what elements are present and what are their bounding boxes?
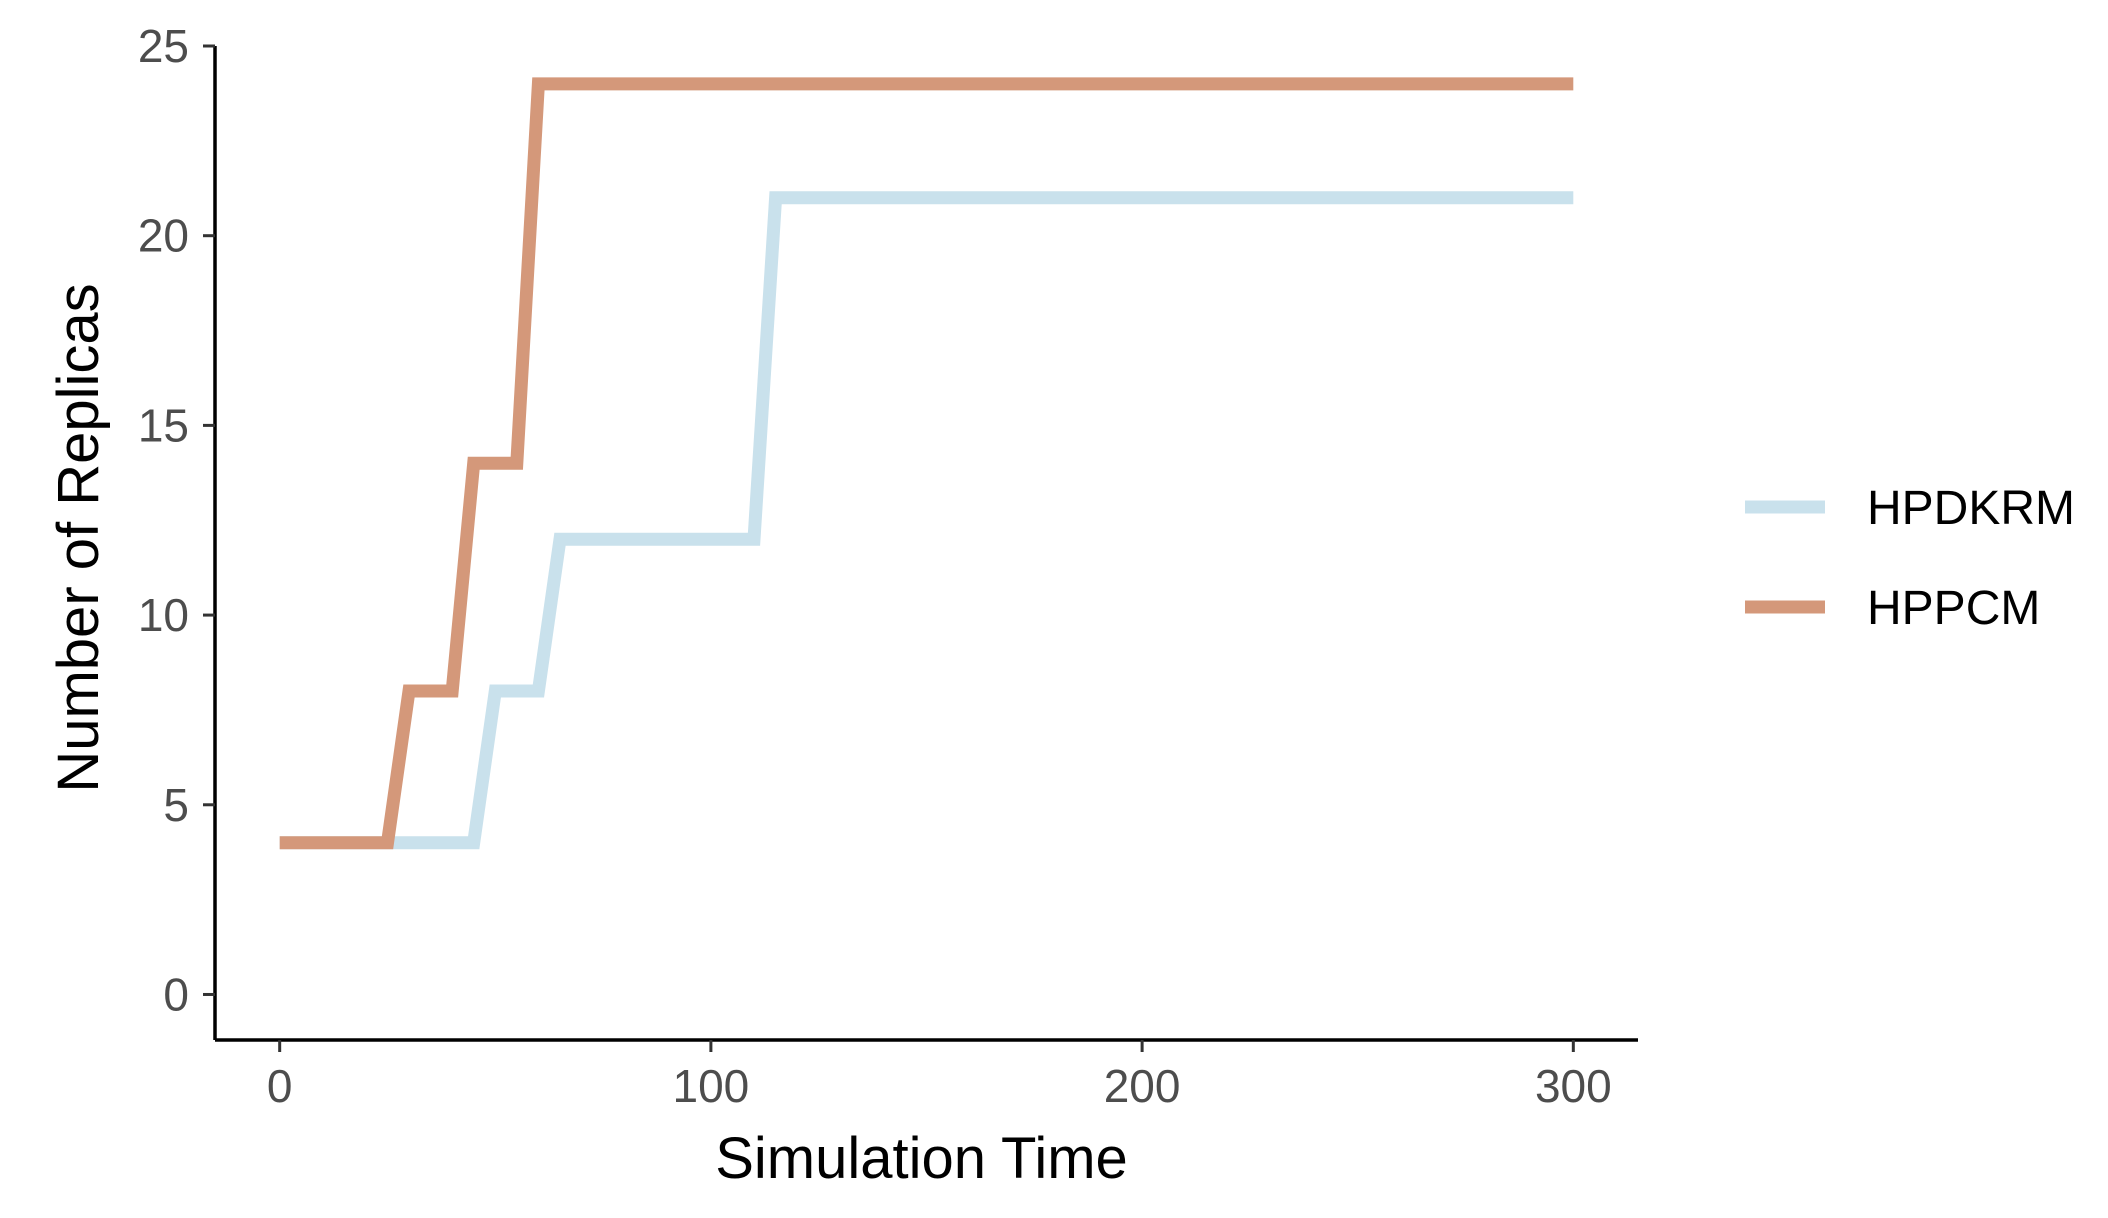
x-ticks: 0 100 200 300: [267, 1040, 1612, 1112]
legend-label-hpdkrm: HPDKRM: [1867, 482, 2075, 535]
x-tick-label: 300: [1535, 1060, 1612, 1112]
y-axis-title: Number of Replicas: [46, 283, 111, 792]
x-tick-label: 100: [673, 1060, 750, 1112]
series-line-hppcm: [279, 77, 1574, 850]
y-tick-label: 0: [163, 968, 189, 1020]
y-tick-label: 25: [138, 20, 189, 72]
y-tick-label: 5: [163, 779, 189, 831]
legend: HPDKRM HPPCM: [1745, 482, 2075, 635]
series-layer: [279, 77, 1574, 850]
legend-label-hppcm: HPPCM: [1867, 582, 2040, 635]
y-tick-label: 15: [138, 399, 189, 451]
series-line-hpdkrm: [279, 191, 1574, 850]
y-ticks: 0 5 10 15 20 25: [138, 20, 215, 1020]
y-tick-label: 20: [138, 210, 189, 262]
x-tick-label: 200: [1104, 1060, 1181, 1112]
x-tick-label: 0: [267, 1060, 293, 1112]
y-tick-label: 10: [138, 589, 189, 641]
axes-layer: [213, 46, 1638, 1042]
x-axis-title: Simulation Time: [715, 1126, 1128, 1191]
